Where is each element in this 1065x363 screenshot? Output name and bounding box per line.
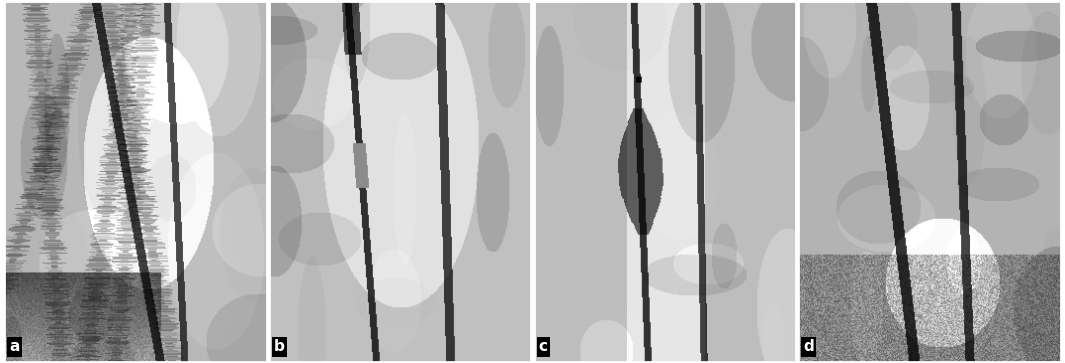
Text: d: d: [803, 339, 815, 354]
Text: a: a: [10, 339, 20, 354]
Text: c: c: [539, 339, 547, 354]
Text: b: b: [274, 339, 285, 354]
